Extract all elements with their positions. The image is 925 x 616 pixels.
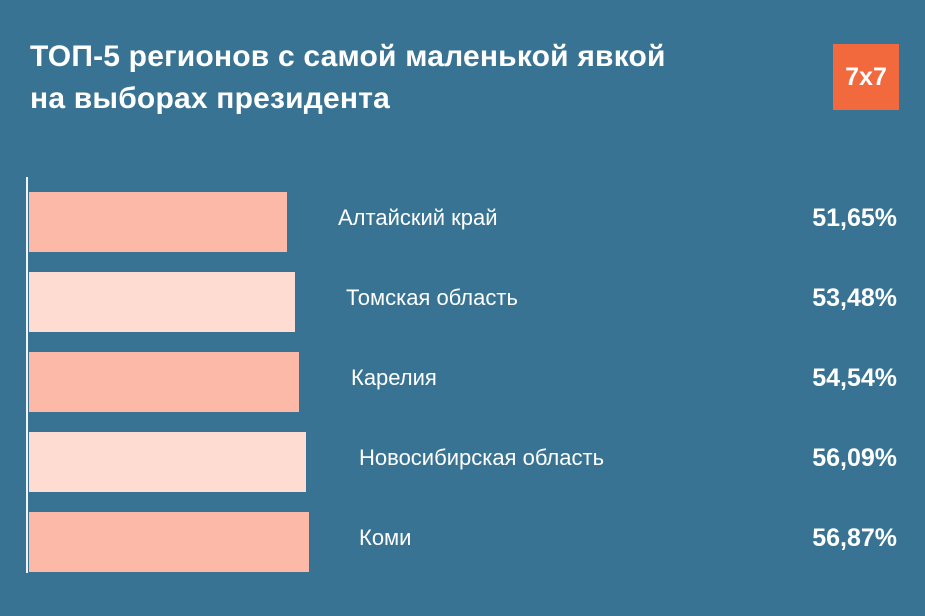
category-label: Алтайский край [338, 205, 498, 230]
value-label: 54,54% [812, 364, 897, 392]
bar-4 [29, 432, 306, 492]
chart-title: ТОП-5 регионов с самой маленькой явкой н… [30, 36, 666, 120]
title-line-1: ТОП-5 регионов с самой маленькой явкой [30, 40, 666, 73]
category-label: Коми [359, 525, 412, 550]
bar-5 [29, 512, 309, 572]
category-label: Новосибирская область [359, 445, 605, 470]
category-label: Томская область [346, 285, 518, 310]
value-label: 51,65% [812, 204, 897, 232]
logo-7x7: 7x7 [833, 44, 899, 110]
bar-3 [29, 352, 300, 412]
category-label: Карелия [351, 365, 437, 390]
value-label: 56,09% [812, 444, 897, 472]
bar-2 [29, 272, 295, 332]
title-line-2: на выборах президента [30, 82, 390, 115]
value-label: 56,87% [812, 524, 897, 552]
y-axis-line [26, 177, 28, 573]
value-label: 53,48% [812, 284, 897, 312]
bar-1 [29, 192, 287, 252]
